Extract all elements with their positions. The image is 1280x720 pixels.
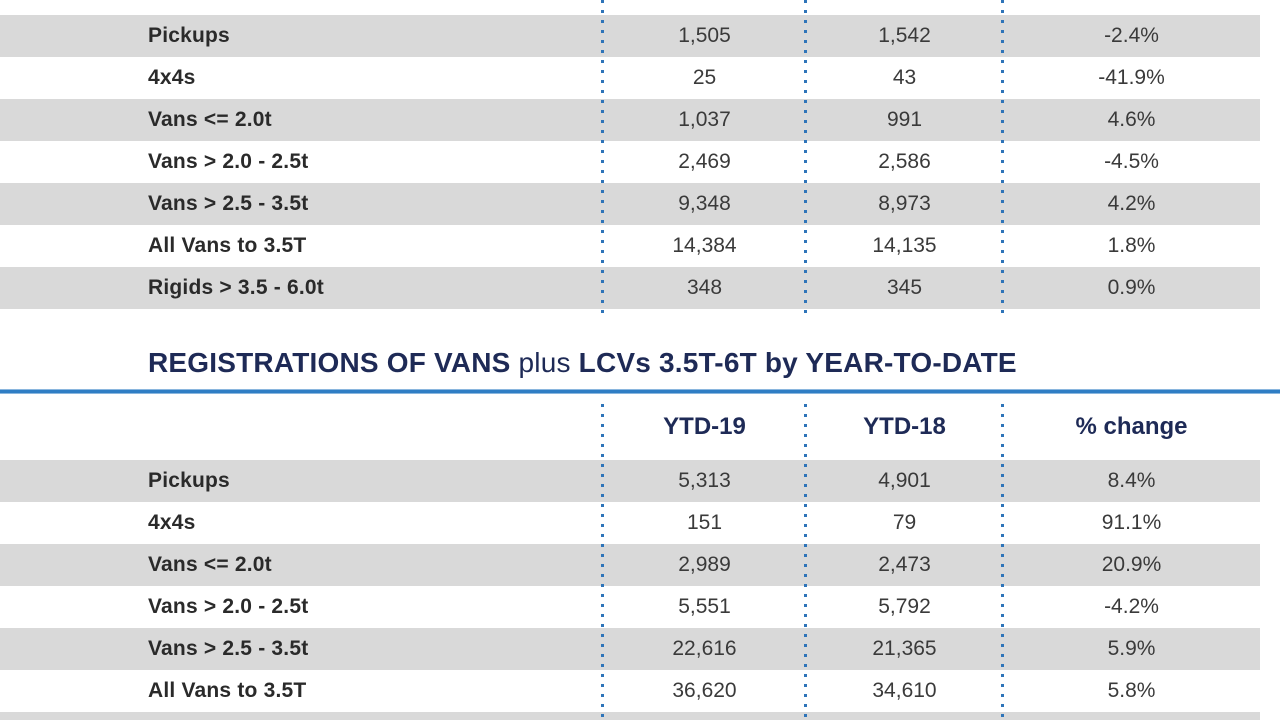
table-row: All Vans to 3.5T 14,384 14,135 1.8% bbox=[0, 225, 1260, 267]
value-cell: 34,610 bbox=[872, 679, 937, 702]
column-header-pct-change: % change bbox=[1075, 413, 1188, 440]
value-cell: 5,551 bbox=[678, 595, 731, 618]
value-cell: 4.6% bbox=[1107, 108, 1156, 131]
value-cell: -2.4% bbox=[1104, 24, 1159, 47]
value-cell: 991 bbox=[886, 108, 923, 131]
value-cell: 14,135 bbox=[872, 234, 937, 257]
header-spacer-cell bbox=[0, 398, 603, 456]
section-title-connector: plus bbox=[518, 347, 571, 378]
section-title: REGISTRATIONS OF VANS plus LCVs 3.5T-6T … bbox=[148, 346, 1017, 380]
value-cell: 2,586 bbox=[878, 150, 931, 173]
column-separator-line bbox=[601, 404, 604, 720]
value-cell: 5.8% bbox=[1107, 679, 1156, 702]
value-cell: 348 bbox=[686, 276, 723, 299]
row-label: 4x4s bbox=[148, 511, 196, 534]
row-label: Vans > 2.0 - 2.5t bbox=[148, 595, 309, 618]
value-cell: 2,469 bbox=[678, 150, 731, 173]
value-cell: 43 bbox=[892, 66, 917, 89]
value-cell: 21,365 bbox=[872, 637, 937, 660]
table-row-partial bbox=[0, 712, 1260, 720]
row-label: Vans > 2.5 - 3.5t bbox=[148, 192, 309, 215]
table-row: Pickups 5,313 4,901 8.4% bbox=[0, 460, 1260, 502]
value-cell: 25 bbox=[692, 66, 717, 89]
column-separator-line bbox=[601, 0, 604, 314]
table-row: Vans > 2.0 - 2.5t 2,469 2,586 -4.5% bbox=[0, 141, 1260, 183]
column-separator-line bbox=[804, 0, 807, 314]
column-header-ytd-18: YTD-18 bbox=[863, 413, 946, 440]
table-row: Vans <= 2.0t 2,989 2,473 20.9% bbox=[0, 544, 1260, 586]
table-row: Vans > 2.5 - 3.5t 9,348 8,973 4.2% bbox=[0, 183, 1260, 225]
column-separator-line bbox=[1001, 404, 1004, 720]
ytd-table-header-row: YTD-19 YTD-18 % change bbox=[0, 398, 1260, 456]
value-cell: 4.2% bbox=[1107, 192, 1156, 215]
value-cell: 1,505 bbox=[678, 24, 731, 47]
value-cell: 9,348 bbox=[678, 192, 731, 215]
value-cell: 2,473 bbox=[878, 553, 931, 576]
value-cell: 1.8% bbox=[1107, 234, 1156, 257]
column-header-ytd-19: YTD-19 bbox=[663, 413, 746, 440]
value-cell: 151 bbox=[686, 511, 723, 534]
value-cell: 0.9% bbox=[1107, 276, 1156, 299]
row-label: Vans > 2.0 - 2.5t bbox=[148, 150, 309, 173]
row-label: All Vans to 3.5T bbox=[148, 679, 307, 702]
row-label: Vans > 2.5 - 3.5t bbox=[148, 637, 309, 660]
table-row: 4x4s 151 79 91.1% bbox=[0, 502, 1260, 544]
value-cell: 36,620 bbox=[672, 679, 737, 702]
value-cell: 5,792 bbox=[878, 595, 931, 618]
value-cell: 79 bbox=[892, 511, 917, 534]
table-row: Vans > 2.0 - 2.5t 5,551 5,792 -4.2% bbox=[0, 586, 1260, 628]
ytd-registrations-table: Pickups 5,313 4,901 8.4% 4x4s 151 79 91.1% Vans … bbox=[0, 460, 1260, 720]
value-cell: 345 bbox=[886, 276, 923, 299]
value-cell: -41.9% bbox=[1098, 66, 1165, 89]
value-cell: 91.1% bbox=[1101, 511, 1162, 534]
value-cell: 8,973 bbox=[878, 192, 931, 215]
row-label: Pickups bbox=[148, 24, 230, 47]
table-row: Vans <= 2.0t 1,037 991 4.6% bbox=[0, 99, 1260, 141]
table-row: Rigids > 3.5 - 6.0t 348 345 0.9% bbox=[0, 267, 1260, 309]
row-label: 4x4s bbox=[148, 66, 196, 89]
table-row: Vans > 2.5 - 3.5t 22,616 21,365 5.9% bbox=[0, 628, 1260, 670]
table-row: Pickups 1,505 1,542 -2.4% bbox=[0, 15, 1260, 57]
row-label: Vans <= 2.0t bbox=[148, 108, 272, 131]
column-separator-line bbox=[1001, 0, 1004, 314]
value-cell: 1,542 bbox=[878, 24, 931, 47]
value-cell: 2,989 bbox=[678, 553, 731, 576]
column-separator-line bbox=[804, 404, 807, 720]
value-cell: 5,313 bbox=[678, 469, 731, 492]
value-cell: -4.5% bbox=[1104, 150, 1159, 173]
table-row: 4x4s 25 43 -41.9% bbox=[0, 57, 1260, 99]
value-cell: 8.4% bbox=[1107, 469, 1156, 492]
section-title-tail: LCVs 3.5T-6T by YEAR-TO-DATE bbox=[578, 347, 1017, 378]
value-cell: 14,384 bbox=[672, 234, 737, 257]
value-cell: 5.9% bbox=[1107, 637, 1156, 660]
value-cell: 22,616 bbox=[672, 637, 737, 660]
table-row: All Vans to 3.5T 36,620 34,610 5.8% bbox=[0, 670, 1260, 712]
row-label: Rigids > 3.5 - 6.0t bbox=[148, 276, 324, 299]
monthly-registrations-table: Pickups 1,505 1,542 -2.4% 4x4s 25 43 -41.9% Vans… bbox=[0, 15, 1260, 309]
row-label: Pickups bbox=[148, 469, 230, 492]
value-cell: 1,037 bbox=[678, 108, 731, 131]
title-underline-rule bbox=[0, 389, 1280, 394]
value-cell: 20.9% bbox=[1101, 553, 1162, 576]
value-cell: -4.2% bbox=[1104, 595, 1159, 618]
section-title-lead: REGISTRATIONS OF VANS bbox=[148, 347, 511, 378]
row-label: Vans <= 2.0t bbox=[148, 553, 272, 576]
value-cell: 4,901 bbox=[878, 469, 931, 492]
row-label: All Vans to 3.5T bbox=[148, 234, 307, 257]
